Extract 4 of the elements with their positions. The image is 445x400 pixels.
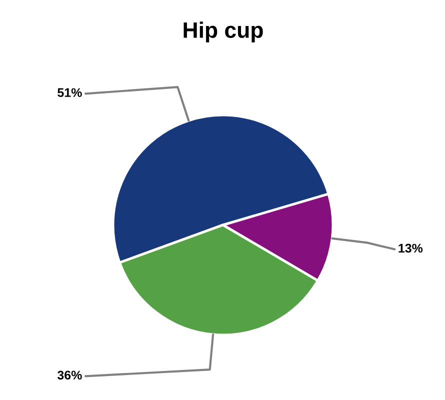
data-label: 36% [57,370,82,380]
data-label: 13% [398,244,423,253]
data-label: 51% [58,88,82,98]
chart-title: Hip cup [184,22,263,42]
